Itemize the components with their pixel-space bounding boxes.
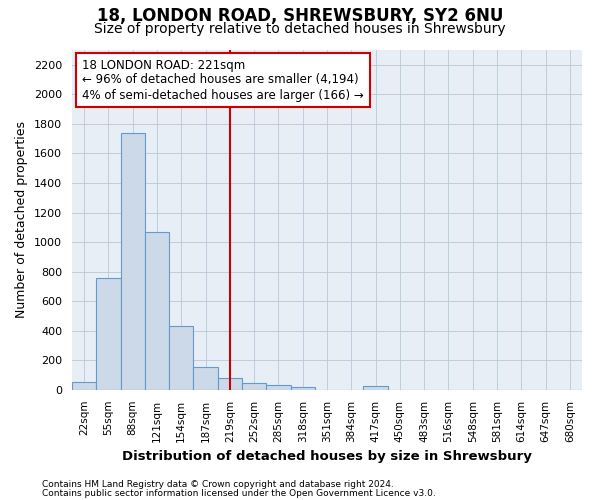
Y-axis label: Number of detached properties: Number of detached properties	[16, 122, 28, 318]
Bar	[218, 378, 242, 390]
Bar	[169, 326, 193, 390]
Bar	[72, 382, 96, 390]
Bar	[242, 384, 266, 390]
Bar	[121, 133, 145, 390]
Bar	[266, 385, 290, 390]
Text: Contains HM Land Registry data © Crown copyright and database right 2024.: Contains HM Land Registry data © Crown c…	[42, 480, 394, 489]
Bar	[364, 386, 388, 390]
Bar	[96, 278, 121, 390]
Text: Contains public sector information licensed under the Open Government Licence v3: Contains public sector information licen…	[42, 488, 436, 498]
Text: Size of property relative to detached houses in Shrewsbury: Size of property relative to detached ho…	[94, 22, 506, 36]
Text: 18 LONDON ROAD: 221sqm
← 96% of detached houses are smaller (4,194)
4% of semi-d: 18 LONDON ROAD: 221sqm ← 96% of detached…	[82, 58, 364, 102]
Bar	[193, 367, 218, 390]
Text: 18, LONDON ROAD, SHREWSBURY, SY2 6NU: 18, LONDON ROAD, SHREWSBURY, SY2 6NU	[97, 8, 503, 26]
X-axis label: Distribution of detached houses by size in Shrewsbury: Distribution of detached houses by size …	[122, 450, 532, 463]
Bar	[145, 232, 169, 390]
Bar	[290, 387, 315, 390]
